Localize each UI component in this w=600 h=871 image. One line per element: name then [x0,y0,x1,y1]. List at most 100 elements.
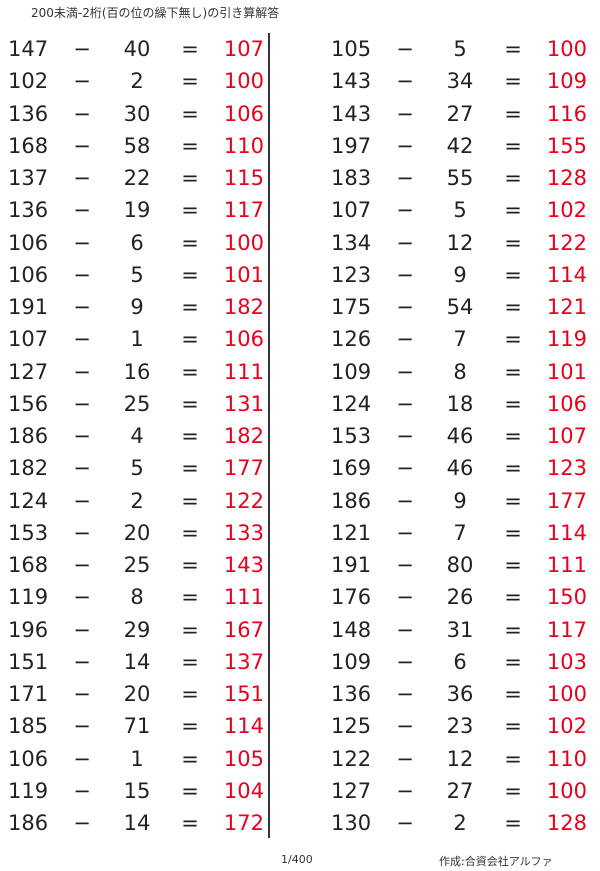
answer: 110 [546,746,587,771]
equals-sign: = [181,230,199,255]
answer: 100 [546,37,587,61]
subtrahend: 31 [446,617,474,642]
minuend: 168 [8,133,49,158]
equals-sign: = [504,101,522,126]
minus-sign: − [73,488,91,513]
answer: 102 [546,714,587,739]
answer: 119 [546,327,587,352]
answer: 106 [223,327,264,352]
minus-sign: − [73,230,91,255]
minuend: 109 [331,359,372,384]
minuend: 168 [8,553,49,577]
equals-sign: = [504,327,522,352]
subtrahend: 4 [130,424,144,448]
answer: 128 [546,166,587,190]
answer: 106 [546,391,587,416]
minuend: 197 [331,133,372,158]
minus-sign: − [396,424,414,448]
minus-sign: − [396,714,414,739]
subtrahend: 9 [453,262,467,287]
subtrahend: 29 [123,617,151,642]
minuend: 127 [331,778,372,803]
minus-sign: − [396,488,414,513]
equals-sign: = [181,391,199,416]
subtrahend: 5 [130,262,144,287]
minus-sign: − [73,69,91,94]
equals-sign: = [504,262,522,287]
minus-sign: − [396,391,414,416]
minuend: 153 [331,424,372,448]
subtrahend: 27 [446,101,474,126]
minuend: 151 [8,649,49,674]
answer: 111 [223,585,264,610]
subtrahend: 42 [446,133,474,158]
answer: 172 [223,811,264,835]
minuend: 136 [8,101,49,126]
minus-sign: − [396,69,414,94]
answer: 107 [223,37,264,61]
minuend: 191 [331,553,372,577]
minuend: 123 [331,262,372,287]
minus-sign: − [73,649,91,674]
equals-sign: = [181,327,199,352]
subtrahend: 30 [123,101,151,126]
minuend: 148 [331,617,372,642]
subtrahend: 5 [453,37,467,61]
minuend: 156 [8,391,49,416]
answer: 114 [546,520,587,545]
minuend: 106 [8,230,49,255]
equals-sign: = [181,456,199,481]
answer: 100 [223,230,264,255]
subtrahend: 20 [123,682,151,706]
equals-sign: = [504,166,522,190]
subtrahend: 46 [446,424,474,448]
equals-sign: = [504,198,522,223]
minus-sign: − [396,230,414,255]
answer: 177 [546,488,587,513]
subtrahend: 8 [453,359,467,384]
equals-sign: = [181,649,199,674]
subtrahend: 27 [446,778,474,803]
equals-sign: = [504,649,522,674]
minus-sign: − [73,295,91,319]
minus-sign: − [396,553,414,577]
answer: 106 [223,101,264,126]
equals-sign: = [504,811,522,835]
subtrahend: 58 [123,133,151,158]
equals-sign: = [504,585,522,610]
subtrahend: 20 [123,520,151,545]
subtrahend: 25 [123,553,151,577]
answer: 114 [223,714,264,739]
equals-sign: = [504,230,522,255]
answer: 101 [546,359,587,384]
equals-sign: = [504,714,522,739]
subtrahend: 71 [123,714,151,739]
answer: 121 [546,295,587,319]
answer: 105 [223,746,264,771]
minus-sign: − [73,617,91,642]
minuend: 130 [331,811,372,835]
minus-sign: − [396,101,414,126]
answer: 117 [223,198,264,223]
minuend: 185 [8,714,49,739]
minuend: 143 [331,101,372,126]
minus-sign: − [396,778,414,803]
equals-sign: = [504,488,522,513]
answer: 107 [546,424,587,448]
minuend: 102 [8,69,49,94]
minuend: 136 [331,682,372,706]
minuend: 106 [8,262,49,287]
minus-sign: − [396,359,414,384]
minus-sign: − [73,391,91,416]
equals-sign: = [181,714,199,739]
subtrahend: 23 [446,714,474,739]
subtrahend: 36 [446,682,474,706]
minuend: 109 [331,649,372,674]
subtrahend: 9 [453,488,467,513]
equals-sign: = [504,69,522,94]
minuend: 176 [331,585,372,610]
subtrahend: 6 [130,230,144,255]
minus-sign: − [396,811,414,835]
subtrahend: 22 [123,166,151,190]
